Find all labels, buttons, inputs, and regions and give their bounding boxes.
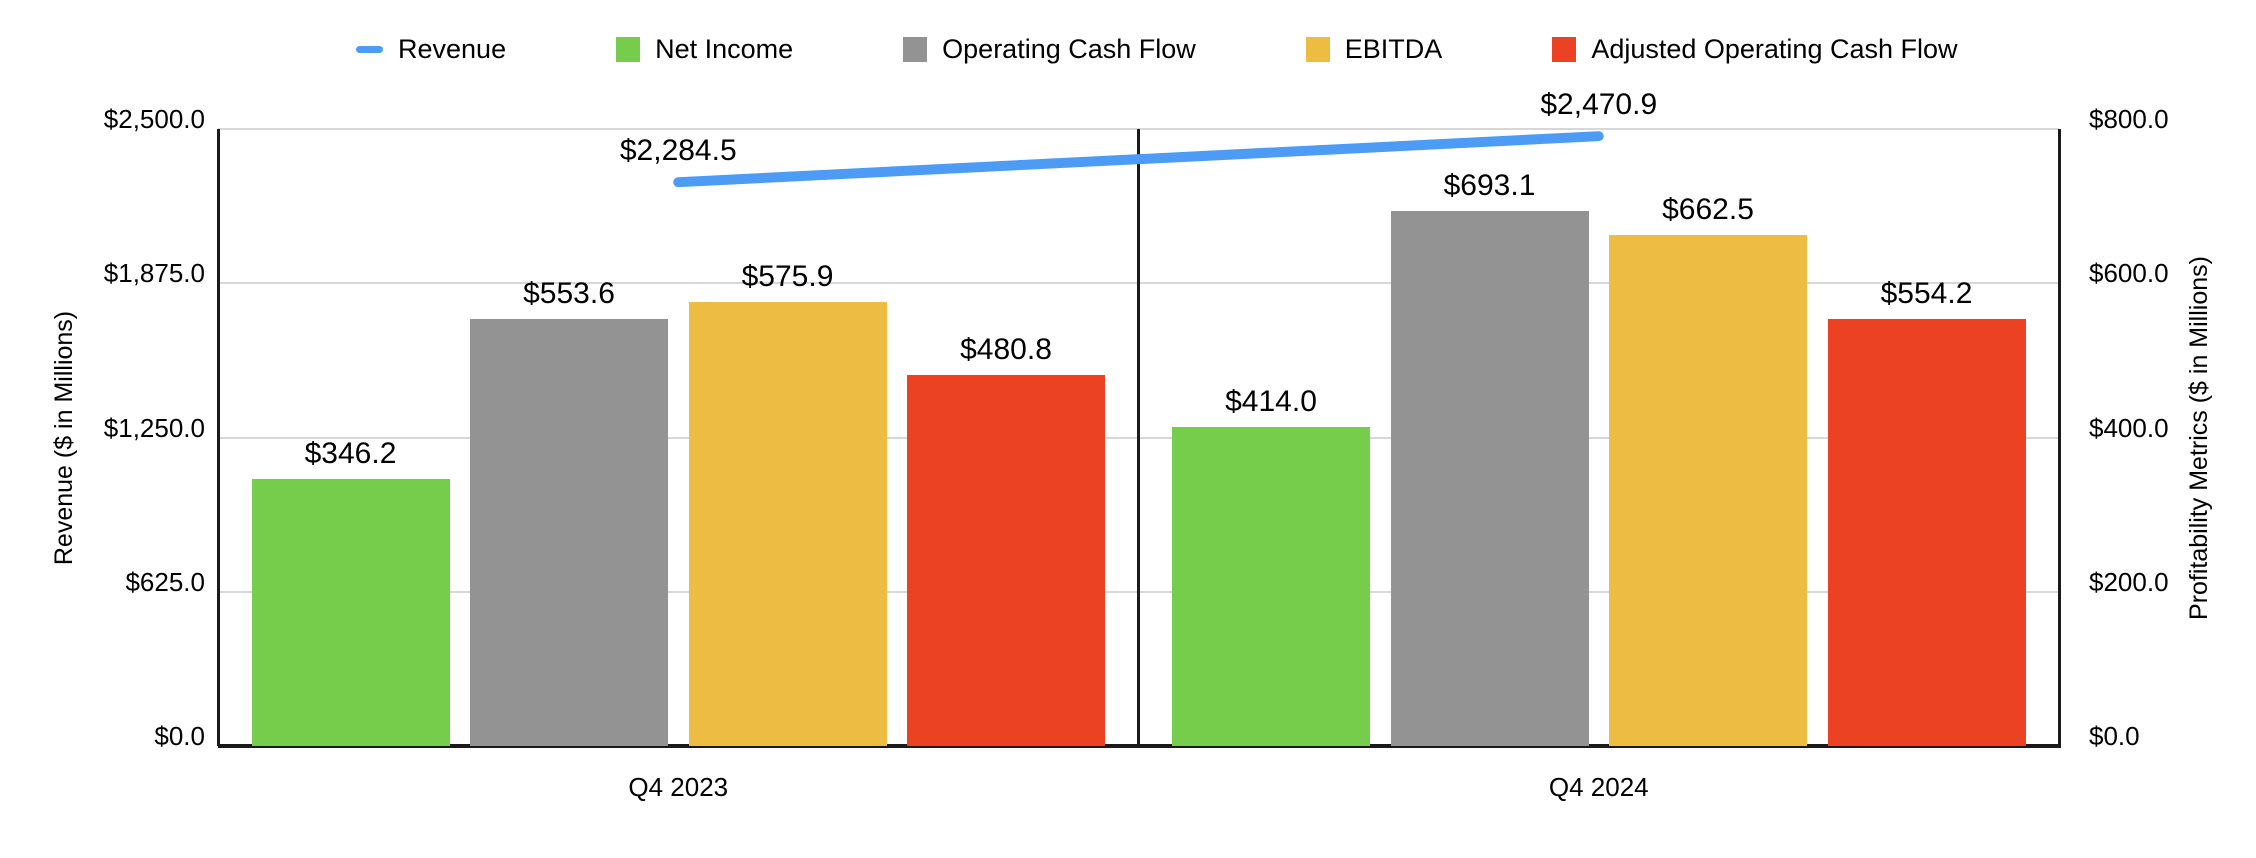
legend-label: Net Income bbox=[655, 34, 794, 64]
bar bbox=[251, 478, 450, 746]
left-axis-tick-label: $625.0 bbox=[125, 566, 205, 597]
right-axis-tick-label: $400.0 bbox=[2089, 412, 2169, 443]
legend-label: Adjusted Operating Cash Flow bbox=[1591, 34, 1958, 64]
right-axis-title: Profitability Metrics ($ in Millions) bbox=[2185, 255, 2213, 620]
x-axis-category-label: Q4 2023 bbox=[628, 772, 729, 802]
bar bbox=[1827, 318, 2026, 746]
legend-item: Revenue bbox=[356, 34, 506, 64]
bar bbox=[1609, 235, 1807, 746]
bar bbox=[470, 319, 668, 746]
right-axis-tick-label: $200.0 bbox=[2089, 566, 2169, 597]
legend-label: Revenue bbox=[398, 34, 507, 64]
legend-color-swatch-icon bbox=[903, 36, 928, 62]
legend-color-swatch-icon bbox=[616, 36, 641, 62]
legend-label: Operating Cash Flow bbox=[942, 34, 1196, 64]
bar bbox=[1172, 426, 1370, 746]
line-value-label: $2,284.5 bbox=[619, 134, 737, 168]
legend-item: EBITDA bbox=[1305, 34, 1443, 64]
legend-item: Adjusted Operating Cash Flow bbox=[1552, 34, 1958, 64]
bar-value-label: $414.0 bbox=[1225, 384, 1317, 418]
left-axis-tick-label: $2,500.0 bbox=[103, 104, 205, 134]
left-axis-tick-label: $1,875.0 bbox=[103, 258, 205, 289]
bar-value-label: $693.1 bbox=[1443, 169, 1536, 203]
line-value-label: $2,470.9 bbox=[1540, 88, 1658, 122]
revenue-line bbox=[673, 131, 1604, 188]
bar-value-label: $346.2 bbox=[304, 436, 397, 470]
bar-value-label: $480.8 bbox=[960, 333, 1052, 367]
legend-color-swatch-icon bbox=[1552, 36, 1577, 62]
bar-value-label: $662.5 bbox=[1662, 193, 1754, 227]
right-axis-line bbox=[2057, 129, 2061, 746]
left-axis-tick-label: $1,250.0 bbox=[103, 412, 205, 443]
category-divider-line bbox=[1137, 129, 1140, 746]
bar bbox=[1390, 211, 1589, 746]
bar bbox=[688, 301, 887, 746]
right-axis-tick-label: $800.0 bbox=[2089, 104, 2169, 134]
x-axis-category-label: Q4 2024 bbox=[1548, 772, 1649, 802]
left-axis-title: Revenue ($ in Millions) bbox=[50, 310, 78, 565]
right-axis-tick-label: $0.0 bbox=[2089, 721, 2140, 751]
bar-value-label: $553.6 bbox=[523, 277, 615, 311]
left-axis-line bbox=[216, 129, 220, 746]
chart-legend: Revenue Net Income Operating Cash Flow EBIT… bbox=[356, 34, 1958, 64]
legend-label: EBITDA bbox=[1344, 34, 1443, 64]
legend-line-swatch-icon bbox=[356, 45, 383, 53]
bar bbox=[907, 375, 1105, 746]
legend-item: Net Income bbox=[616, 34, 793, 64]
right-axis-tick-label: $600.0 bbox=[2089, 258, 2169, 289]
bar-value-label: $554.2 bbox=[1880, 276, 1973, 310]
left-axis-tick-label: $0.0 bbox=[154, 721, 205, 751]
x-axis-line bbox=[218, 744, 2061, 748]
legend-item: Operating Cash Flow bbox=[903, 34, 1196, 64]
legend-color-swatch-icon bbox=[1305, 36, 1330, 62]
bar-value-label: $575.9 bbox=[741, 259, 834, 293]
